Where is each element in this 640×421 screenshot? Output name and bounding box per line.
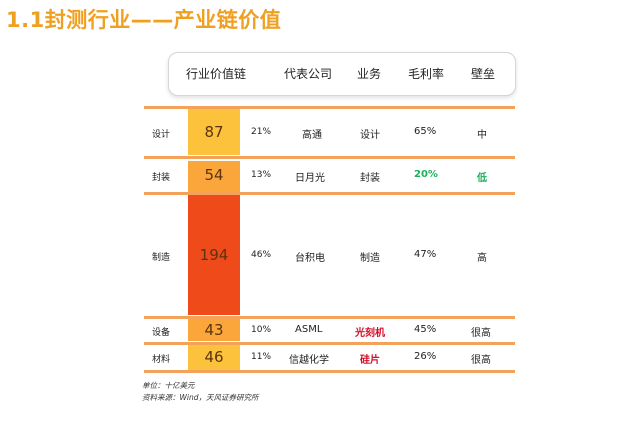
header-business: 业务 bbox=[357, 67, 382, 81]
header-barrier: 壁垒 bbox=[471, 67, 496, 81]
row-category: 制造 bbox=[152, 253, 171, 263]
footer-source: 资料来源：Wind，天风证券研究所 bbox=[142, 393, 259, 402]
row-share: 46% bbox=[251, 250, 272, 260]
row-company: 信越化学 bbox=[289, 355, 329, 366]
row-category: 材料 bbox=[152, 355, 171, 365]
row-share: 10% bbox=[251, 325, 272, 335]
row-margin: 26% bbox=[414, 351, 437, 362]
row-barrier: 低 bbox=[477, 173, 487, 184]
bar-value: 54 bbox=[204, 166, 224, 184]
bar-value: 87 bbox=[204, 123, 224, 141]
row-company: 日月光 bbox=[295, 173, 325, 184]
row-margin: 47% bbox=[414, 249, 437, 260]
row-business: 硅片 bbox=[360, 355, 380, 366]
header-company: 代表公司 bbox=[284, 67, 333, 81]
row-category: 设计 bbox=[152, 130, 171, 140]
row-business: 制造 bbox=[360, 253, 380, 264]
header-value-chain: 行业价值链 bbox=[186, 67, 247, 81]
row-share: 11% bbox=[251, 352, 272, 362]
row-business: 封装 bbox=[360, 173, 380, 184]
bar-material bbox=[188, 345, 240, 371]
row-margin: 65% bbox=[414, 126, 437, 137]
row-business: 设计 bbox=[360, 130, 380, 141]
row-category: 设备 bbox=[152, 328, 171, 338]
bar-design bbox=[188, 108, 240, 155]
row-share: 21% bbox=[251, 127, 272, 137]
row-category: 封装 bbox=[152, 173, 171, 183]
row-divider bbox=[144, 156, 515, 159]
row-business: 光刻机 bbox=[355, 328, 385, 339]
row-company: 台积电 bbox=[295, 253, 325, 264]
row-share: 13% bbox=[251, 170, 272, 180]
row-divider bbox=[144, 370, 515, 373]
bar-value: 43 bbox=[204, 321, 224, 339]
bar-value: 194 bbox=[199, 246, 229, 264]
row-barrier: 中 bbox=[477, 130, 487, 141]
row-barrier: 很高 bbox=[471, 355, 491, 366]
footer-unit: 单位：十亿美元 bbox=[142, 381, 195, 390]
bar-equipment bbox=[188, 319, 240, 341]
row-margin: 20% bbox=[414, 169, 438, 180]
table-header bbox=[168, 52, 516, 96]
row-divider bbox=[144, 106, 515, 109]
row-barrier: 很高 bbox=[471, 328, 491, 339]
header-margin: 毛利率 bbox=[408, 67, 445, 81]
row-divider bbox=[144, 316, 515, 319]
row-company: 高通 bbox=[302, 130, 322, 141]
row-company: ASML bbox=[295, 324, 323, 335]
row-margin: 45% bbox=[414, 324, 437, 335]
row-divider bbox=[144, 342, 515, 345]
bar-package bbox=[188, 161, 240, 193]
bar-manufacture bbox=[188, 195, 240, 315]
row-divider bbox=[144, 192, 515, 195]
row-barrier: 高 bbox=[477, 253, 487, 264]
page-title: 1.1封测行业——产业链价值 bbox=[6, 8, 282, 32]
bar-value: 46 bbox=[204, 348, 224, 366]
